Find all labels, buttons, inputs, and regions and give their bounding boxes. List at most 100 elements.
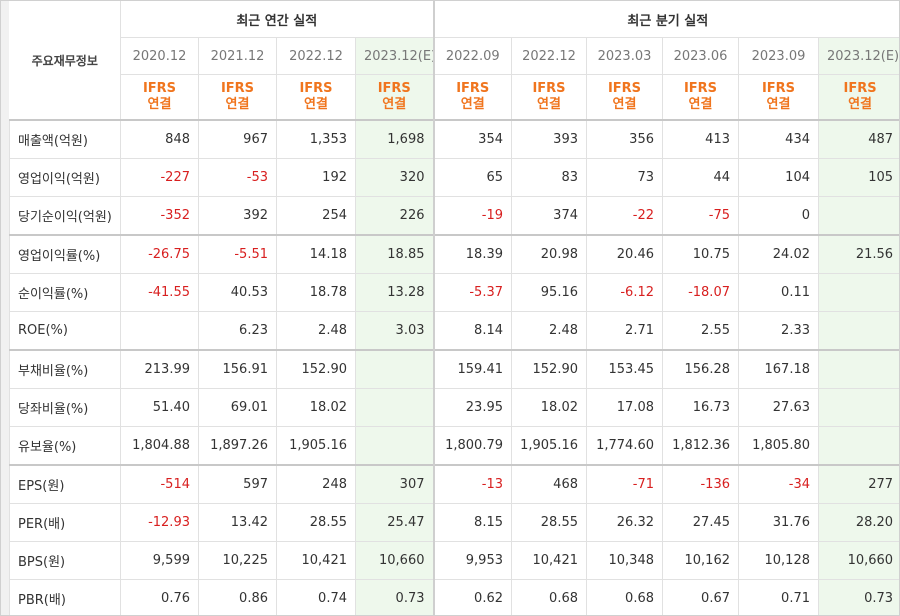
table-cell: 152.90 — [511, 349, 587, 389]
table-cell: 1,905.16 — [276, 426, 356, 466]
ifrs-label: IFRS — [456, 81, 490, 96]
row-label: 매출액(억원) — [9, 119, 121, 159]
ifrs-basis-header: IFRS 연결 — [120, 74, 199, 121]
table-cell: -136 — [662, 464, 739, 504]
row-label: 당기순이익(억원) — [9, 196, 121, 236]
table-cell — [817, 196, 899, 236]
table-cell: 0.71 — [738, 579, 819, 615]
table-cell: 159.41 — [432, 349, 512, 389]
table-cell: 2.48 — [511, 311, 587, 351]
ifrs-basis-header: IFRS 연결 — [276, 74, 356, 121]
table-cell: -227 — [120, 158, 199, 197]
table-cell: -13 — [432, 464, 512, 504]
table-cell: 213.99 — [120, 349, 199, 389]
table-cell: 0 — [738, 196, 819, 236]
table-cell: 3.03 — [355, 311, 434, 351]
table-cell: 10,128 — [738, 541, 819, 580]
consolidated-label: 연결 — [537, 97, 561, 112]
row-label: 유보율(%) — [9, 426, 121, 466]
table-cell: 1,805.80 — [738, 426, 819, 466]
period-header: 2023.06 — [662, 37, 739, 75]
table-cell: -41.55 — [120, 273, 199, 312]
table-cell: -75 — [662, 196, 739, 236]
table-cell: 10.75 — [662, 234, 739, 274]
consolidated-label: 연결 — [225, 97, 250, 112]
table-cell: 27.45 — [662, 503, 739, 542]
table-cell — [817, 311, 899, 351]
table-row: ROE(%) 6.23 2.48 3.03 8.14 2.48 2.71 2.55 2.33 — [9, 311, 899, 351]
table-cell: 192 — [276, 158, 356, 197]
ifrs-label: IFRS — [683, 81, 718, 96]
ifrs-label: IFRS — [142, 81, 177, 96]
table-cell: 16.73 — [662, 388, 739, 427]
table-cell: 9,599 — [120, 541, 199, 580]
ifrs-basis-header: IFRS 연결 — [511, 74, 587, 121]
table-cell: 0.74 — [276, 579, 356, 615]
table-cell: 468 — [511, 464, 587, 504]
ifrs-label: IFRS — [377, 81, 411, 96]
row-label: ROE(%) — [9, 311, 121, 351]
table-cell: 18.02 — [511, 388, 587, 427]
ifrs-label: IFRS — [532, 81, 566, 96]
table-cell: 393 — [511, 119, 587, 159]
table-cell: 374 — [511, 196, 587, 236]
period-header: 2020.12 — [120, 37, 199, 75]
table-cell: 65 — [432, 158, 512, 197]
ifrs-basis-header: IFRS 연결 — [817, 74, 899, 121]
table-cell: 14.18 — [276, 234, 356, 274]
financial-table-body: 매출액(억원) 848 967 1,353 1,698 354 393 356 413 434 48… — [9, 119, 899, 615]
table-cell: 8.14 — [432, 311, 512, 351]
table-cell: 27.63 — [738, 388, 819, 427]
table-cell: 9,953 — [432, 541, 512, 580]
table-cell: -53 — [198, 158, 277, 197]
table-cell: -71 — [586, 464, 663, 504]
table-cell: 434 — [738, 119, 819, 159]
table-cell — [355, 349, 434, 389]
table-cell: -19 — [432, 196, 512, 236]
table-cell: 10,225 — [198, 541, 277, 580]
table-cell: 0.86 — [198, 579, 277, 615]
table-cell: 10,162 — [662, 541, 739, 580]
ifrs-basis-header: IFRS 연결 — [198, 74, 277, 121]
consolidated-label: 연결 — [612, 97, 637, 112]
period-header: 2023.12(E) — [355, 37, 434, 75]
table-cell: 23.95 — [432, 388, 512, 427]
table-cell: 25.47 — [355, 503, 434, 542]
table-cell — [355, 388, 434, 427]
table-cell: 2.55 — [662, 311, 739, 351]
financial-summary-table: 주요재무정보 최근 연간 실적 최근 분기 실적 2020.12 2021.12 2… — [9, 1, 899, 615]
table-cell: 20.46 — [586, 234, 663, 274]
table-cell: 28.55 — [511, 503, 587, 542]
row-label: BPS(원) — [9, 541, 121, 580]
row-label: EPS(원) — [9, 464, 121, 504]
table-cell: 0.11 — [738, 273, 819, 312]
table-cell: 73 — [586, 158, 663, 197]
table-cell: 105 — [817, 158, 899, 197]
table-cell: 69.01 — [198, 388, 277, 427]
annual-group-header: 최근 연간 실적 — [120, 1, 434, 38]
table-row: 당좌비율(%) 51.40 69.01 18.02 23.95 18.02 17.08 16.… — [9, 388, 899, 427]
table-cell: 10,660 — [817, 541, 899, 580]
table-cell — [817, 426, 899, 466]
period-header: 2023.09 — [738, 37, 819, 75]
table-cell: 13.28 — [355, 273, 434, 312]
table-cell: 1,812.36 — [662, 426, 739, 466]
table-cell: 0.76 — [120, 579, 199, 615]
table-cell: 0.73 — [355, 579, 434, 615]
table-cell: 31.76 — [738, 503, 819, 542]
table-cell: 848 — [120, 119, 199, 159]
table-cell: 17.08 — [586, 388, 663, 427]
table-cell: 10,348 — [586, 541, 663, 580]
consolidated-label: 연결 — [382, 97, 407, 112]
table-cell: 20.98 — [511, 234, 587, 274]
consolidated-label: 연결 — [147, 97, 172, 112]
table-cell: 0.68 — [511, 579, 587, 615]
table-cell — [817, 273, 899, 312]
row-label: PBR(배) — [9, 579, 121, 615]
ifrs-label: IFRS — [843, 81, 877, 96]
table-cell: 40.53 — [198, 273, 277, 312]
table-row: PER(배) -12.93 13.42 28.55 25.47 8.15 28.55 26.3… — [9, 503, 899, 542]
ifrs-label: IFRS — [220, 81, 255, 96]
ifrs-basis-header: IFRS 연결 — [355, 74, 434, 121]
table-cell: 0.73 — [817, 579, 899, 615]
